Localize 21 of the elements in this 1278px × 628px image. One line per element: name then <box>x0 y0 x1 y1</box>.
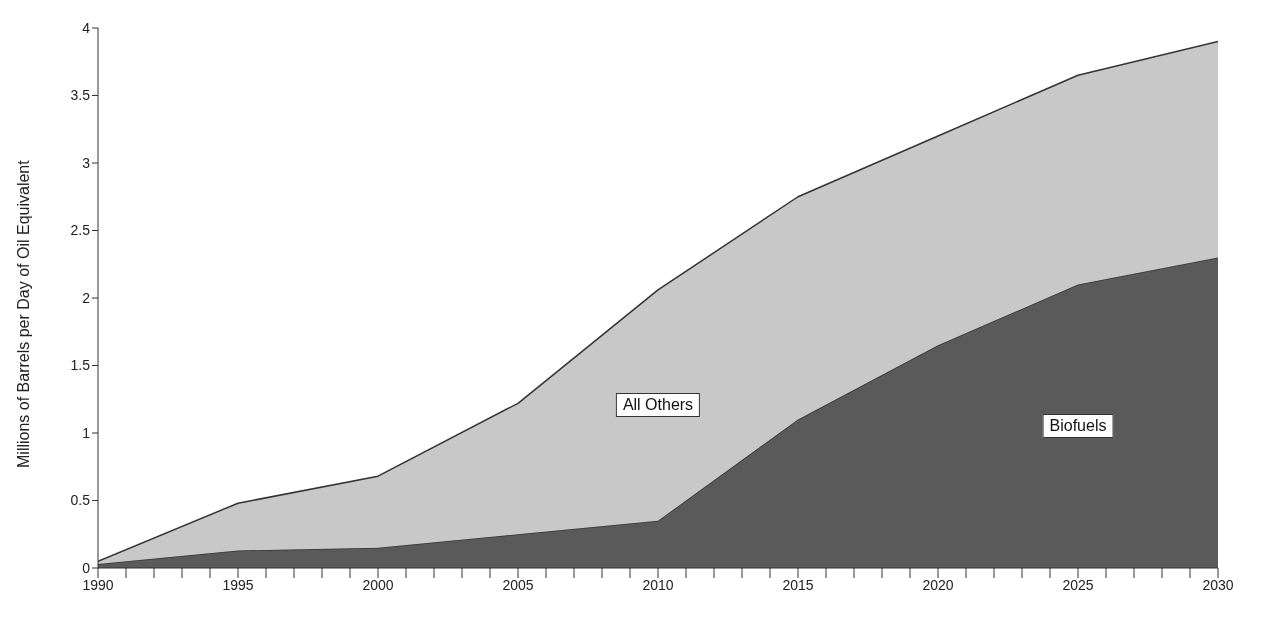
y-tick-label: 3.5 <box>70 87 91 104</box>
series-label: Biofuels <box>1042 414 1114 439</box>
y-tick-label: 2 <box>82 289 91 306</box>
y-tick-label: 0.5 <box>70 492 91 509</box>
x-tick-label: 2000 <box>362 576 394 593</box>
x-tick-label: 2010 <box>642 576 674 593</box>
y-tick-label: 0 <box>82 559 91 576</box>
y-tick-label: 2.5 <box>70 222 91 239</box>
x-tick-label: 2030 <box>1202 576 1234 593</box>
y-tick-label: 1 <box>82 424 91 441</box>
x-tick-label: 2020 <box>922 576 954 593</box>
y-tick-label: 3 <box>82 154 91 171</box>
x-tick-label: 1990 <box>82 576 114 593</box>
y-tick-label: 4 <box>82 19 91 36</box>
x-tick-label: 2025 <box>1062 576 1094 593</box>
series-label: All Others <box>615 393 701 418</box>
x-tick-label: 2005 <box>502 576 534 593</box>
y-tick-label: 1.5 <box>70 357 91 374</box>
x-tick-label: 1995 <box>222 576 254 593</box>
y-axis-title: Millions of Barrels per Day of Oil Equivalent <box>14 159 32 468</box>
x-tick-label: 2015 <box>782 576 814 593</box>
